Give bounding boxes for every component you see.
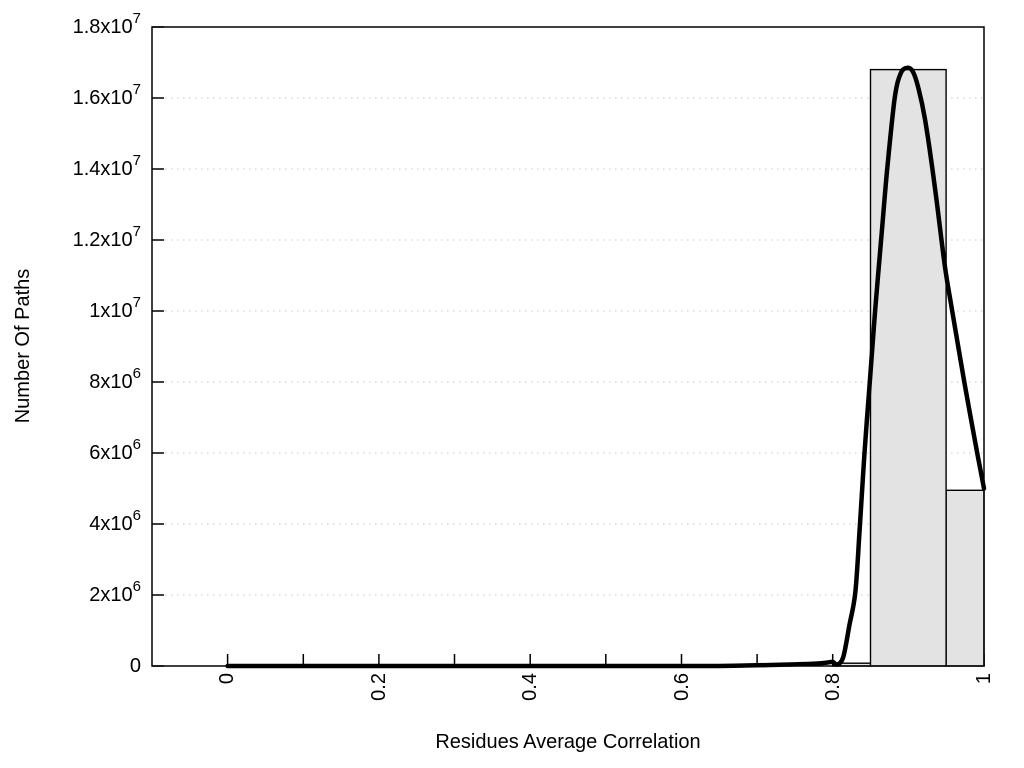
x-tick-label: 0 [216,673,239,685]
y-tick-label: 1x107 [89,294,141,322]
y-tick-label: 4x106 [89,507,141,535]
histogram-bar [945,489,985,667]
x-axis-title: Residues Average Correlation [435,731,701,753]
x-tick-label: 1 [973,673,995,685]
x-tick-label: 0.4 [519,673,542,701]
x-tick-label: 0.8 [821,673,844,701]
y-tick-label: 1.4x107 [72,152,141,180]
gridlines [153,97,983,596]
plot-border [151,26,985,667]
y-axis-title: Number Of Paths [12,268,34,424]
x-tick-label: 0.6 [670,673,693,701]
y-tick-label: 8x106 [89,365,141,393]
y-tick-label: 1.6x107 [72,81,141,109]
y-tick-label: 2x106 [89,578,141,606]
x-tick-label: 0.2 [367,673,390,701]
y-tick-label: 1.2x107 [72,223,141,251]
y-tick-label: 6x106 [89,436,141,464]
histogram-bar [869,68,947,667]
y-tick-label: 1.8x107 [72,10,141,38]
y-tick-label: 0 [129,655,141,677]
